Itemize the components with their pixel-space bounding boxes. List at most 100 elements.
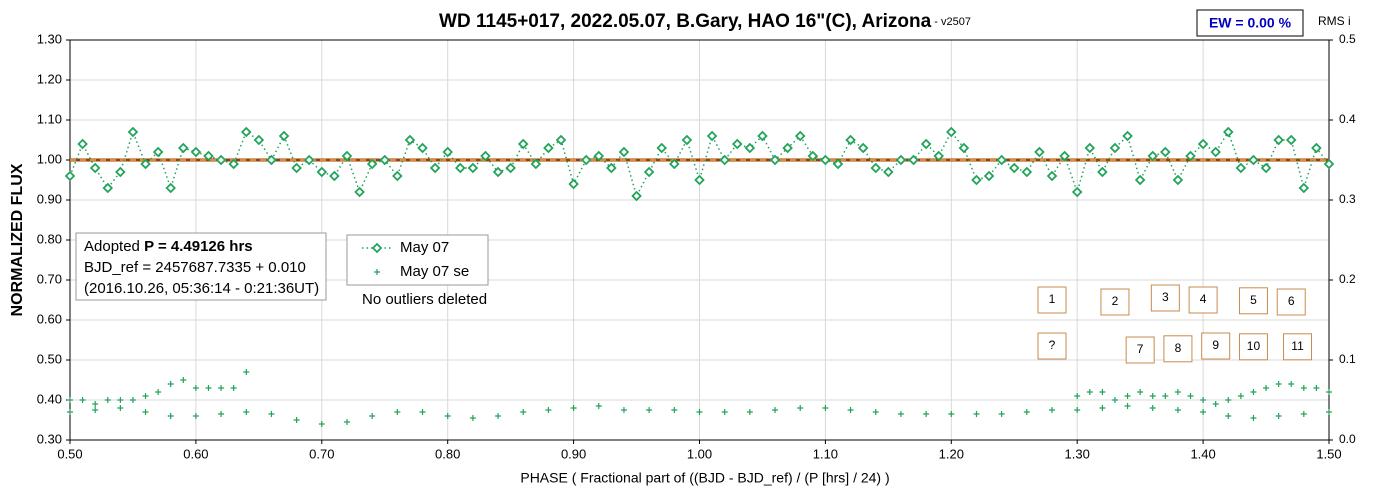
plus-marker [1099, 405, 1106, 411]
diamond-marker [240, 126, 252, 138]
plus-marker [1124, 393, 1131, 399]
diamond-marker [606, 162, 617, 174]
diamond-marker [379, 154, 391, 166]
plus-marker [847, 407, 854, 413]
diamond-marker [102, 182, 114, 194]
annotation-box [1238, 287, 1268, 315]
annotation-box [1276, 288, 1306, 316]
plus-marker [1174, 407, 1181, 413]
plus-marker [948, 411, 955, 417]
diamond-marker [303, 154, 315, 166]
diamond-marker [1223, 126, 1234, 138]
annotation-label: 5 [1250, 293, 1257, 307]
chart-title-group: WD 1145+017, 2022.05.07, B.Gary, HAO 16"… [439, 11, 971, 32]
plus-marker [67, 409, 73, 415]
chart-title: WD 1145+017, 2022.05.07, B.Gary, HAO 16"… [439, 11, 932, 32]
legend-box [346, 234, 489, 286]
diamond-marker [228, 158, 239, 170]
plus-marker [1275, 413, 1282, 419]
plus-marker [1162, 393, 1169, 399]
plus-marker [394, 409, 401, 415]
plus-marker [293, 417, 300, 423]
diamond-marker [1021, 166, 1033, 178]
plus-marker [67, 397, 73, 403]
plus-marker [218, 385, 225, 391]
diamond-marker [1197, 138, 1209, 150]
plus-marker [1074, 407, 1081, 413]
diamond-marker [455, 162, 466, 174]
ew-box [1196, 9, 1304, 37]
diamond-marker [1285, 134, 1297, 146]
diamond-marker [178, 142, 189, 154]
plus-marker [1187, 393, 1194, 399]
annotation-label: ? [1049, 338, 1056, 352]
diamond-marker [694, 174, 705, 186]
diamond-marker [920, 138, 932, 150]
diamond-marker [278, 130, 290, 142]
y-tick-label: 0.50 [37, 351, 62, 366]
x-tick-label: 1.30 [1065, 446, 1090, 461]
annotation-box [1238, 333, 1268, 361]
diamond-marker [1109, 142, 1121, 154]
diamond-marker [1185, 150, 1196, 162]
plus-marker [92, 401, 99, 407]
plus-marker [1250, 389, 1257, 395]
ew-text: EW = 0.00 % [1209, 15, 1292, 31]
diamond-marker [115, 166, 126, 178]
diamond-marker [64, 170, 76, 182]
diamond-marker [543, 142, 554, 154]
y2-tick-label: 0.1 [1339, 352, 1356, 366]
plus-marker [1086, 389, 1093, 395]
diamond-marker [316, 166, 328, 178]
diamond-marker [857, 142, 869, 154]
diamond-marker [555, 134, 567, 146]
x-tick-label: 0.70 [309, 446, 334, 461]
x-tick-label: 0.60 [183, 446, 208, 461]
plus-marker [545, 407, 552, 413]
plus-marker [495, 413, 502, 419]
plus-marker [167, 381, 174, 387]
diamond-marker [656, 142, 668, 154]
plus-marker [104, 397, 111, 403]
plus-marker [1313, 385, 1320, 391]
diamond-marker [1323, 158, 1335, 170]
diamond-marker [669, 158, 680, 170]
plus-marker [230, 385, 237, 391]
plus-marker [1212, 401, 1219, 407]
x-tick-label: 0.50 [57, 446, 82, 461]
diamond-marker [215, 154, 227, 166]
info-box [75, 232, 327, 301]
diamond-marker [744, 142, 756, 154]
diamond-marker [971, 174, 982, 186]
y-tick-label: 1.10 [37, 111, 62, 126]
annotation-label: 7 [1137, 342, 1144, 356]
plus-marker [620, 407, 627, 413]
plus-marker [1263, 385, 1270, 391]
diamond-marker [983, 170, 995, 182]
plus-marker [1250, 415, 1257, 421]
y-axis-title: NORMALIZED FLUX [9, 163, 26, 316]
diamond-marker [1311, 142, 1322, 154]
annotation-box [1125, 336, 1155, 364]
series-line [69, 129, 1330, 199]
diamond-marker [77, 138, 88, 150]
annotation-box [1100, 288, 1130, 316]
diamond-marker [1260, 162, 1272, 174]
plus-marker [1049, 407, 1056, 413]
plus-marker [1137, 389, 1144, 395]
diamond-marker [165, 182, 176, 194]
plus-marker [746, 409, 753, 415]
plus-marker [696, 409, 703, 415]
plus-marker [671, 407, 678, 413]
plus-marker [1225, 397, 1232, 403]
diamond-marker [832, 158, 844, 170]
chart-subtitle: - v2507 [931, 16, 971, 28]
diamond-marker [203, 150, 214, 162]
diamond-marker [820, 154, 831, 166]
diamond-marker [492, 166, 504, 178]
y-tick-label: 0.30 [37, 431, 62, 446]
plus-marker [369, 413, 376, 419]
plus-marker [1074, 393, 1081, 399]
plus-marker [469, 415, 476, 421]
plus-marker [205, 385, 212, 391]
